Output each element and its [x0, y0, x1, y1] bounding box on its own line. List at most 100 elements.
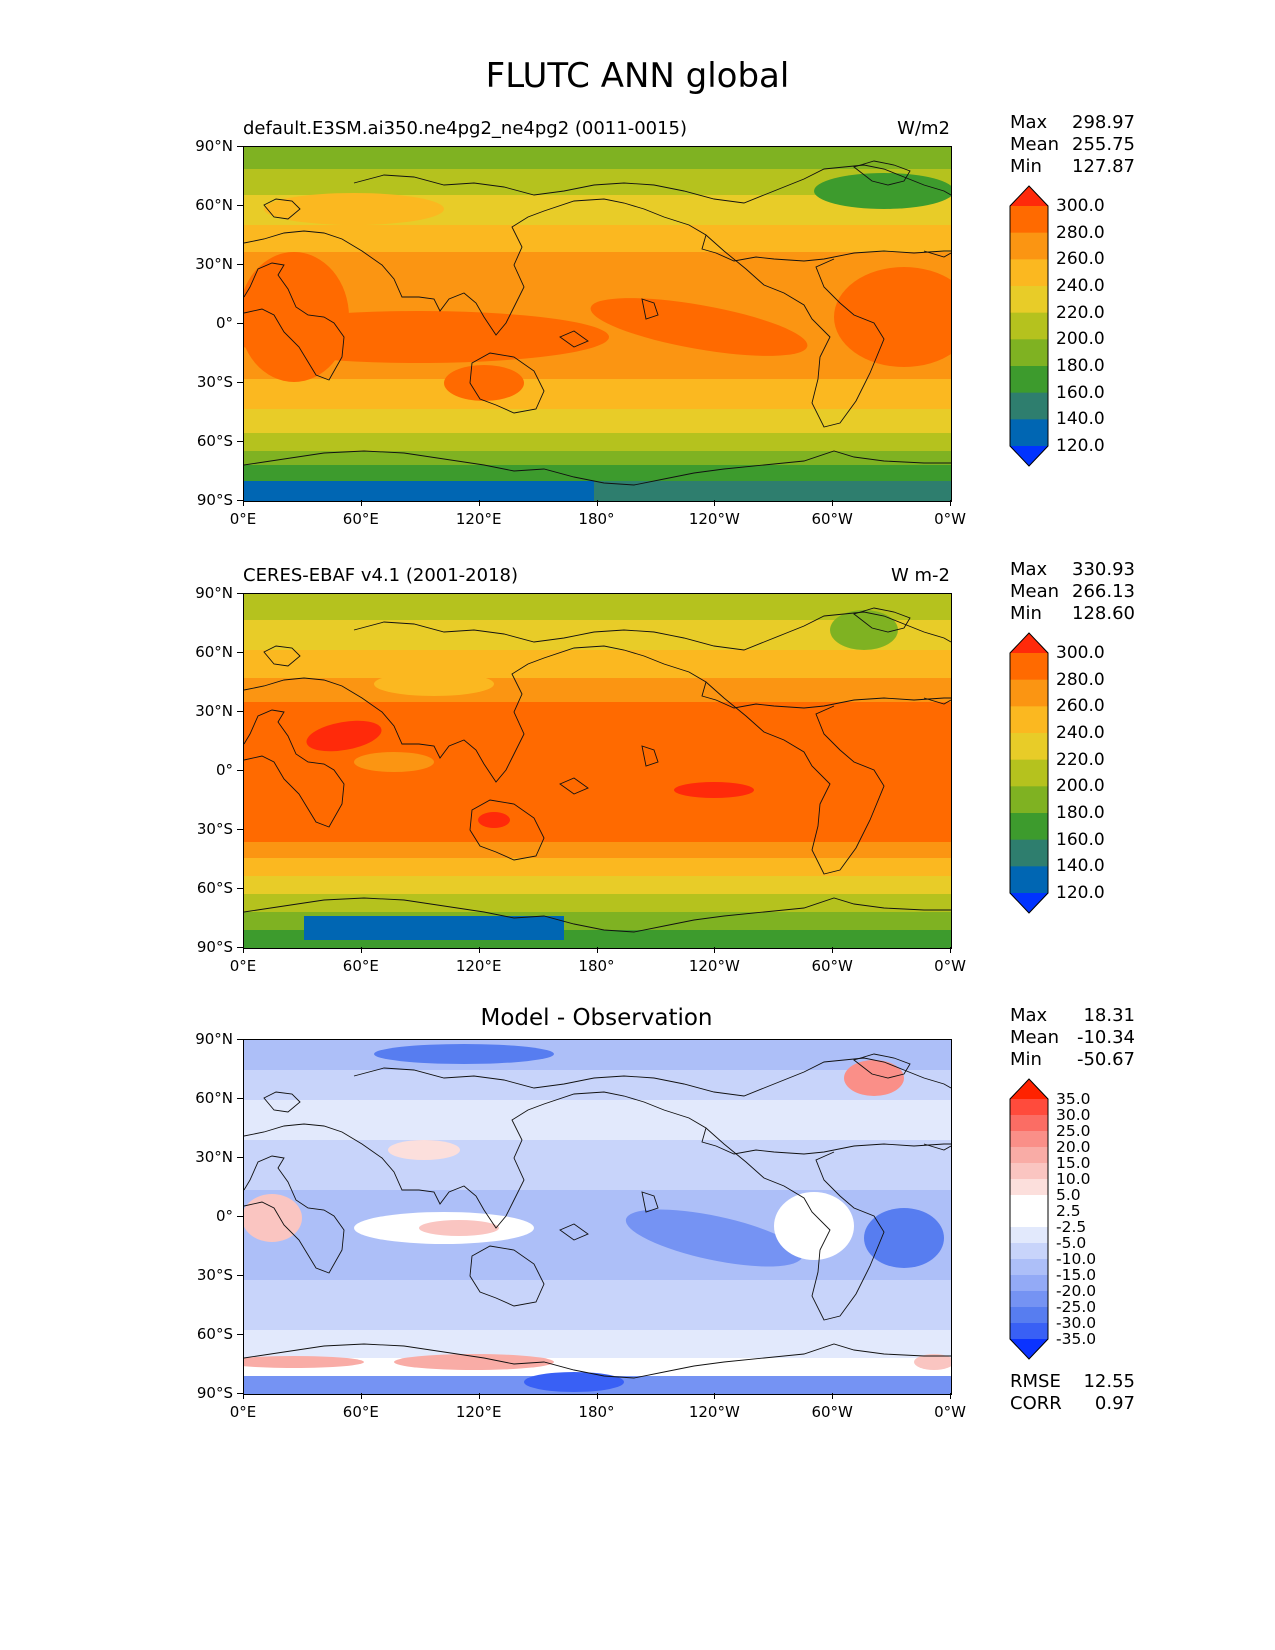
coastline	[641, 1191, 659, 1213]
colorbar-extend-max	[1010, 1079, 1048, 1099]
coastline	[244, 1091, 951, 1229]
field-region	[244, 481, 594, 501]
field-band	[244, 842, 951, 858]
panel-reference-colorbar-label: 220.0	[1056, 749, 1105, 770]
panel-reference-lat-tick: 60°N	[195, 643, 233, 661]
field-band	[244, 1280, 951, 1330]
field-band	[244, 451, 951, 465]
field-region	[524, 1372, 624, 1392]
panel-diff-colorbar-label: -5.0	[1056, 1234, 1087, 1252]
panel-test-stat-min: Min 127.87	[1010, 156, 1135, 178]
panel-test-lat-tick: 0°	[215, 314, 233, 332]
panel-diff-lon-tickmark	[832, 1393, 834, 1399]
panel-reference-lat-tickmark	[237, 947, 243, 948]
panel-test-lon-tickmark	[243, 500, 244, 506]
panel-diff-lon-tickmark	[478, 1393, 480, 1399]
coastline	[353, 1057, 951, 1097]
stat-label: Max	[1010, 1005, 1048, 1026]
panel-diff-colorbar-label: 5.0	[1056, 1186, 1081, 1204]
stat-value: 18.31	[1083, 1005, 1135, 1026]
coastline	[244, 645, 951, 783]
field-region	[244, 1194, 302, 1242]
panel-reference-lat-tick: 30°S	[196, 820, 233, 838]
colorbar-swatch	[1010, 1147, 1048, 1164]
colorbar-swatch	[1010, 839, 1048, 867]
field-region	[354, 752, 434, 772]
colorbar-swatch	[1010, 286, 1048, 314]
coastline	[705, 234, 885, 428]
panel-diff-colorbar-label: 15.0	[1056, 1154, 1091, 1172]
panel-diff-stat-rmse: RMSE 12.55	[1010, 1371, 1135, 1393]
colorbar-swatch	[1010, 232, 1048, 260]
panel-test-field	[244, 147, 951, 501]
colorbar-outline	[1009, 1078, 1049, 1360]
panel-diff-lat-tickmark	[237, 1157, 243, 1158]
panel-diff-lon-tick: 0°E	[229, 1403, 257, 1421]
panel-test-colorbar-label: 120.0	[1056, 436, 1105, 456]
colorbar-swatch	[1010, 733, 1048, 761]
colorbar-outline	[1009, 632, 1049, 914]
colorbar-swatch	[1010, 1275, 1048, 1292]
field-band	[244, 678, 951, 702]
stat-value: 330.93	[1072, 559, 1135, 580]
panel-diff-lon-tickmark	[950, 1393, 951, 1399]
panel-test-lat-tickmark	[237, 382, 243, 383]
colorbar-swatch	[1010, 1227, 1048, 1244]
panel-test-lat-tickmark	[237, 500, 243, 501]
panel-diff-lon-tickmark	[596, 1393, 598, 1399]
colorbar-swatch	[1010, 786, 1048, 814]
panel-test-colorbar-label: 180.0	[1056, 356, 1105, 376]
stat-value: 12.55	[1083, 1371, 1135, 1392]
panel-reference-lon-tickmark	[596, 947, 598, 953]
colorbar-extend-min	[1010, 1339, 1048, 1359]
colorbar-swatch	[1010, 1115, 1048, 1132]
coastline	[244, 198, 951, 336]
stat-value: 128.60	[1072, 603, 1135, 624]
panel-diff-lon-tick: 60°E	[342, 1403, 379, 1421]
panel-diff-lat-tick: 30°S	[196, 1266, 233, 1284]
stat-value: 127.87	[1072, 156, 1135, 177]
colorbar-swatch	[1010, 679, 1048, 707]
figure-title: FLUTC ANN global	[485, 56, 790, 96]
panel-reference-lat-tick: 30°N	[195, 702, 233, 720]
field-region	[814, 173, 951, 209]
stat-label: Min	[1010, 603, 1042, 624]
field-band	[244, 1040, 951, 1070]
panel-reference-lon-tick: 0°E	[229, 957, 257, 975]
field-band	[244, 858, 951, 876]
panel-diff-lat-tick: 60°N	[195, 1089, 233, 1107]
panel-test-lat-tick: 90°S	[196, 491, 233, 509]
panel-diff-field	[244, 1040, 951, 1394]
panel-test-lon-tick: 120°E	[455, 510, 502, 528]
stat-value: 266.13	[1072, 581, 1135, 602]
panel-reference-colorbar-label: 240.0	[1056, 723, 1105, 743]
panel-reference-lon-tick: 60°W	[811, 957, 853, 975]
colorbar-swatch	[1010, 366, 1048, 394]
panel-reference-lon-tick: 120°W	[688, 957, 740, 975]
field-band	[244, 650, 951, 678]
panel-reference-colorbar	[1009, 632, 1049, 914]
panel-reference-lat-tick: 0°	[215, 761, 233, 779]
panel-test-lat-tick: 30°N	[195, 255, 233, 273]
panel-reference-colorbar-label: 200.0	[1056, 776, 1105, 797]
panel-diff-lon-tick: 120°E	[455, 1403, 502, 1421]
colorbar-swatch	[1010, 206, 1048, 234]
coastline	[853, 607, 911, 633]
coastline	[263, 198, 301, 220]
field-region	[830, 610, 898, 650]
panel-reference-lon-tick: 180°	[578, 957, 615, 975]
colorbar-swatch	[1010, 419, 1048, 447]
field-region	[419, 1220, 499, 1236]
panel-test-lon-tickmark	[950, 500, 951, 506]
stat-label: Mean	[1010, 581, 1060, 602]
stat-label: Max	[1010, 559, 1048, 580]
panel-test-colorbar-label: 220.0	[1056, 302, 1105, 323]
colorbar-swatch	[1010, 1131, 1048, 1148]
coastline	[559, 1223, 589, 1241]
colorbar-extend-min	[1010, 893, 1048, 913]
panel-diff-colorbar-label: -20.0	[1056, 1282, 1097, 1300]
field-region	[478, 812, 510, 828]
panel-test-lon-tickmark	[596, 500, 598, 506]
panel-reference-lat-tickmark	[237, 888, 243, 889]
coastline	[559, 330, 589, 348]
